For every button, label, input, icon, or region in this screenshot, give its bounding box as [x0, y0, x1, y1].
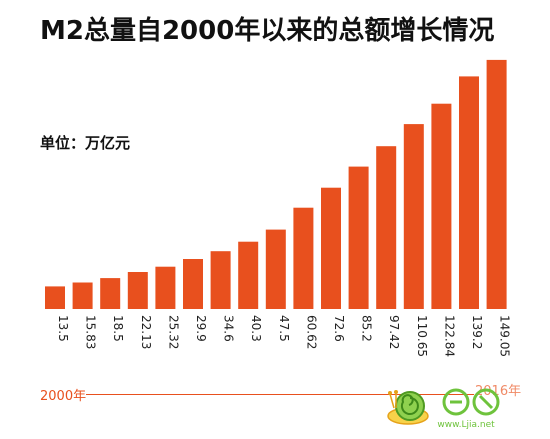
value-label-2002: 18.5 — [111, 315, 125, 342]
bar-2008 — [265, 229, 286, 309]
bar-2000 — [45, 286, 65, 309]
bar-2012 — [376, 146, 397, 309]
brand-glyphs — [442, 388, 500, 416]
timeline-end-label: 2016年 — [475, 384, 522, 399]
timeline-start-label: 2000年 — [40, 389, 87, 404]
snail-icon — [387, 390, 429, 425]
bar-2006 — [210, 251, 231, 309]
value-label-2004: 25.32 — [166, 315, 180, 349]
bar-2016 — [486, 59, 507, 310]
value-label-2008: 47.5 — [277, 315, 291, 342]
watermark-logo: www.Ljia.net — [387, 388, 500, 430]
bar-2001 — [72, 282, 93, 309]
value-label-2010: 72.6 — [332, 315, 346, 342]
value-label-2006: 34.6 — [222, 315, 236, 342]
bar-2004 — [155, 266, 176, 309]
bar-chart: 13.5 15.83 18.5 22.13 25.32 29.9 34.6 40.3 47.5 6… — [45, 59, 512, 357]
value-label-2001: 15.83 — [84, 315, 98, 349]
value-label-2014: 122.84 — [442, 315, 456, 357]
bar-2013 — [403, 124, 424, 309]
unit-label: 单位：万亿元 — [40, 134, 131, 152]
value-label-2003: 22.13 — [139, 315, 153, 349]
watermark-url: www.Ljia.net — [437, 420, 495, 430]
chart-title: M2总量自2000年以来的总额增长情况 — [40, 16, 495, 46]
bar-2015 — [459, 76, 479, 310]
timeline-line — [86, 394, 474, 395]
value-label-2012: 97.42 — [387, 315, 401, 349]
value-label-2009: 60.62 — [304, 315, 318, 349]
value-label-2015: 139.2 — [470, 315, 484, 349]
bar-2011 — [348, 166, 369, 309]
bar-2010 — [321, 187, 341, 309]
bar-2003 — [127, 272, 148, 309]
bar-2005 — [183, 259, 203, 309]
bar-2002 — [100, 278, 121, 309]
bar-2009 — [293, 207, 314, 309]
value-label-2016: 149.05 — [498, 315, 512, 357]
value-label-2011: 85.2 — [360, 315, 374, 342]
value-label-2007: 40.3 — [249, 315, 263, 342]
value-label-2005: 29.9 — [194, 315, 208, 342]
bar-2014 — [431, 103, 452, 309]
value-label-2000: 13.5 — [56, 315, 70, 342]
value-label-2013: 110.65 — [415, 315, 429, 357]
bar-2007 — [238, 241, 259, 309]
